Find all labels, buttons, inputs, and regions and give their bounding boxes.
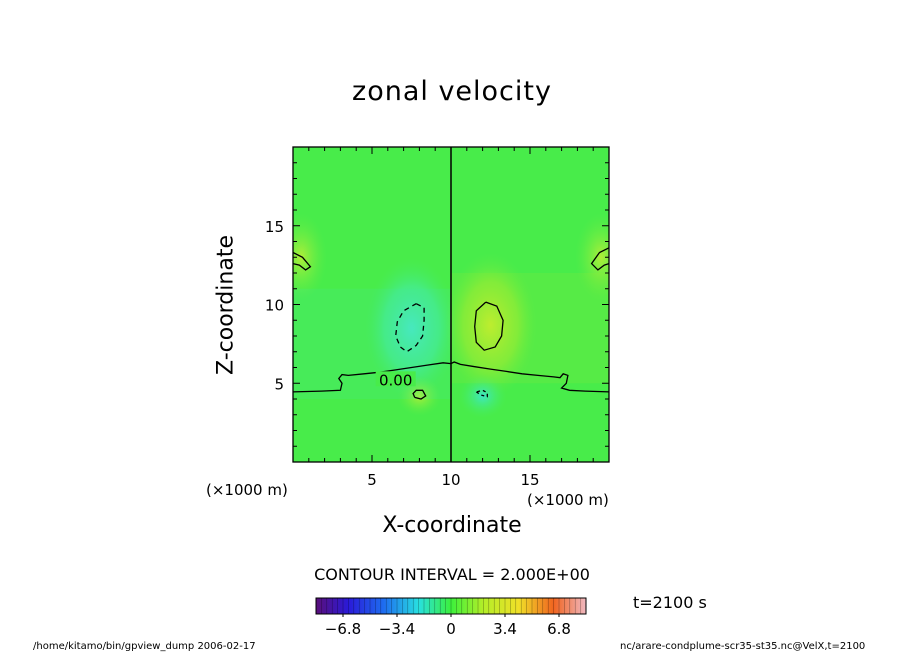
contour-label-bg (375, 371, 416, 387)
negative-region-tint (293, 288, 451, 399)
footer-right: nc/arare-condplume-scr35-st35.nc@VelX,t=… (620, 641, 866, 652)
y-tick-label: 10 (265, 297, 284, 315)
field-feature-positive-edge (575, 213, 609, 302)
footer-left: /home/kitamo/bin/gpview_dump 2006-02-17 (33, 641, 256, 652)
field-feature-negative-min (365, 258, 458, 399)
field-feature-positive-max (444, 252, 537, 397)
chart-title: zonal velocity (352, 76, 552, 107)
contour-edge-right (590, 247, 610, 271)
contour-edge-left (292, 251, 312, 271)
contour-label: 0.00 (379, 371, 412, 389)
contour-zero (292, 361, 610, 393)
x-tick-label: 5 (367, 471, 377, 489)
y-tick-label: 5 (274, 375, 284, 393)
x-tick-label: 15 (520, 471, 539, 489)
colorbar-tick-label: −3.4 (379, 620, 415, 638)
y-axis-label: Z-coordinate (213, 235, 239, 375)
y-tick-label: 15 (265, 218, 284, 236)
contour-small-positive (412, 389, 427, 400)
colorbar-tick-label: 3.4 (493, 620, 517, 638)
contour-positive-right (474, 301, 504, 351)
x-axis-label: X-coordinate (382, 513, 522, 538)
time-label: t=2100 s (633, 593, 707, 612)
colorbar-tick-label: 0 (446, 620, 456, 638)
field-feature-positive-edge (293, 213, 327, 302)
colorbar-tick-label: 6.8 (547, 620, 571, 638)
contour-small-negative (475, 389, 488, 398)
positive-region-tint (451, 273, 609, 384)
x-tick-label: 10 (441, 471, 460, 489)
x-axis-unit-right: (×1000 m) (527, 491, 609, 509)
x-axis-unit-left: (×1000 m) (206, 481, 288, 499)
colorbar-tick-label: −6.8 (325, 620, 361, 638)
contour-interval-text: CONTOUR INTERVAL = 2.000E+00 (314, 565, 590, 584)
